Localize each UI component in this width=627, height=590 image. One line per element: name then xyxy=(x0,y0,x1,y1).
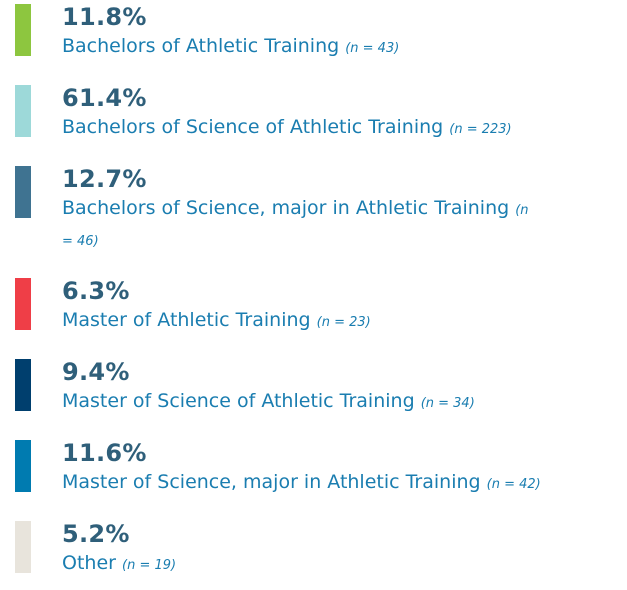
legend-item: 61.4% Bachelors of Science of Athletic Tr… xyxy=(15,83,620,144)
sample-size: (n = 42) xyxy=(486,477,541,492)
label-line: Bachelors of Athletic Training (n = 43) xyxy=(62,32,399,63)
label: Other xyxy=(62,552,116,574)
legend-item: 9.4% Master of Science of Athletic Traini… xyxy=(15,357,620,418)
color-swatch xyxy=(15,166,31,218)
percent: 9.4% xyxy=(62,358,130,386)
item-text: 11.8% Bachelors of Athletic Training (n =… xyxy=(62,2,399,63)
legend-item: 12.7% Bachelors of Science, major in Athl… xyxy=(15,164,620,256)
sample-size: (n = 46) xyxy=(62,203,529,249)
color-swatch xyxy=(15,359,31,411)
item-text: 11.6% Master of Science, major in Athleti… xyxy=(62,438,541,499)
item-text: 9.4% Master of Science of Athletic Traini… xyxy=(62,357,475,418)
sample-size: (n = 43) xyxy=(345,41,400,56)
color-swatch xyxy=(15,440,31,492)
label-line: Master of Athletic Training (n = 23) xyxy=(62,306,371,337)
color-swatch xyxy=(15,4,31,56)
label: Master of Athletic Training xyxy=(62,309,311,331)
label: Master of Science, major in Athletic Tra… xyxy=(62,471,481,493)
label-line: Other (n = 19) xyxy=(62,549,176,580)
label-line: Bachelors of Science, major in Athletic … xyxy=(62,194,532,256)
label: Bachelors of Science of Athletic Trainin… xyxy=(62,116,444,138)
label-line: Bachelors of Science of Athletic Trainin… xyxy=(62,113,512,144)
sample-size: (n = 19) xyxy=(122,558,177,573)
legend-item: 5.2% Other (n = 19) xyxy=(15,519,620,580)
item-text: 6.3% Master of Athletic Training (n = 23) xyxy=(62,276,371,337)
legend-item: 11.8% Bachelors of Athletic Training (n =… xyxy=(15,2,620,63)
color-swatch xyxy=(15,278,31,330)
color-swatch xyxy=(15,85,31,137)
legend-item: 11.6% Master of Science, major in Athleti… xyxy=(15,438,620,499)
sample-size: (n = 34) xyxy=(420,396,475,411)
item-text: 12.7% Bachelors of Science, major in Athl… xyxy=(62,164,532,256)
label: Master of Science of Athletic Training xyxy=(62,390,415,412)
percent: 11.8% xyxy=(62,3,147,31)
percent: 5.2% xyxy=(62,520,130,548)
percent: 12.7% xyxy=(62,165,147,193)
percent: 11.6% xyxy=(62,439,147,467)
percent: 61.4% xyxy=(62,84,147,112)
color-swatch xyxy=(15,521,31,573)
sample-size: (n = 23) xyxy=(316,315,371,330)
percent: 6.3% xyxy=(62,277,130,305)
item-text: 61.4% Bachelors of Science of Athletic Tr… xyxy=(62,83,512,144)
label: Bachelors of Athletic Training xyxy=(62,35,340,57)
legend-item: 6.3% Master of Athletic Training (n = 23) xyxy=(15,276,620,337)
label-line: Master of Science of Athletic Training (… xyxy=(62,387,475,418)
sample-size: (n = 223) xyxy=(449,122,512,137)
label: Bachelors of Science, major in Athletic … xyxy=(62,197,510,219)
item-text: 5.2% Other (n = 19) xyxy=(62,519,176,580)
legend-list: 11.8% Bachelors of Athletic Training (n =… xyxy=(15,2,620,580)
label-line: Master of Science, major in Athletic Tra… xyxy=(62,468,541,499)
